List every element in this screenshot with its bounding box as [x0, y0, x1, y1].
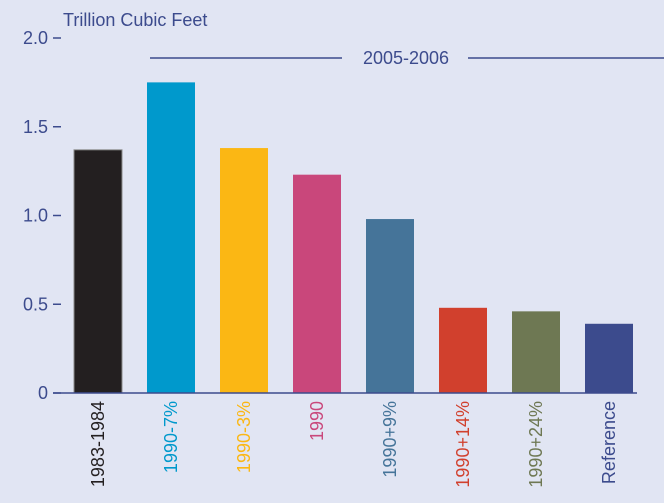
y-tick-label: 0: [38, 383, 48, 403]
bar-1990+24%: [512, 311, 560, 393]
x-tick-label: 1990+9%: [380, 401, 400, 478]
x-tick-label: 1990: [307, 401, 327, 441]
x-tick-label: 1990+24%: [526, 401, 546, 488]
x-tick-label: 1990-3%: [234, 401, 254, 473]
bar-1990-7%: [147, 82, 195, 393]
y-tick-label: 1.5: [23, 117, 48, 137]
y-axis-unit-label: Trillion Cubic Feet: [63, 10, 207, 30]
bar-1990+14%: [439, 307, 487, 393]
x-tick-label: 1983-1984: [88, 401, 108, 487]
period-bracket: 2005-2006: [150, 48, 664, 68]
y-tick-label: 1.0: [23, 206, 48, 226]
y-axis: 0 0.5 1.0 1.5 2.0: [23, 28, 61, 403]
bar-Reference: [585, 323, 633, 393]
x-axis-labels: 1983-1984 1990-7% 1990-3% 1990 1990+9% 1990+1…: [88, 401, 619, 488]
bar-1990+9%: [366, 219, 414, 393]
bracket-label: 2005-2006: [363, 48, 449, 68]
x-tick-label: 1990-7%: [161, 401, 181, 473]
x-tick-label: Reference: [599, 401, 619, 484]
y-tick-label: 2.0: [23, 28, 48, 48]
bar-1990: [293, 174, 341, 393]
x-tick-label: 1990+14%: [453, 401, 473, 488]
bar-1983-1984: [73, 149, 123, 394]
bar-1990-3%: [220, 148, 268, 393]
y-tick-label: 0.5: [23, 294, 48, 314]
